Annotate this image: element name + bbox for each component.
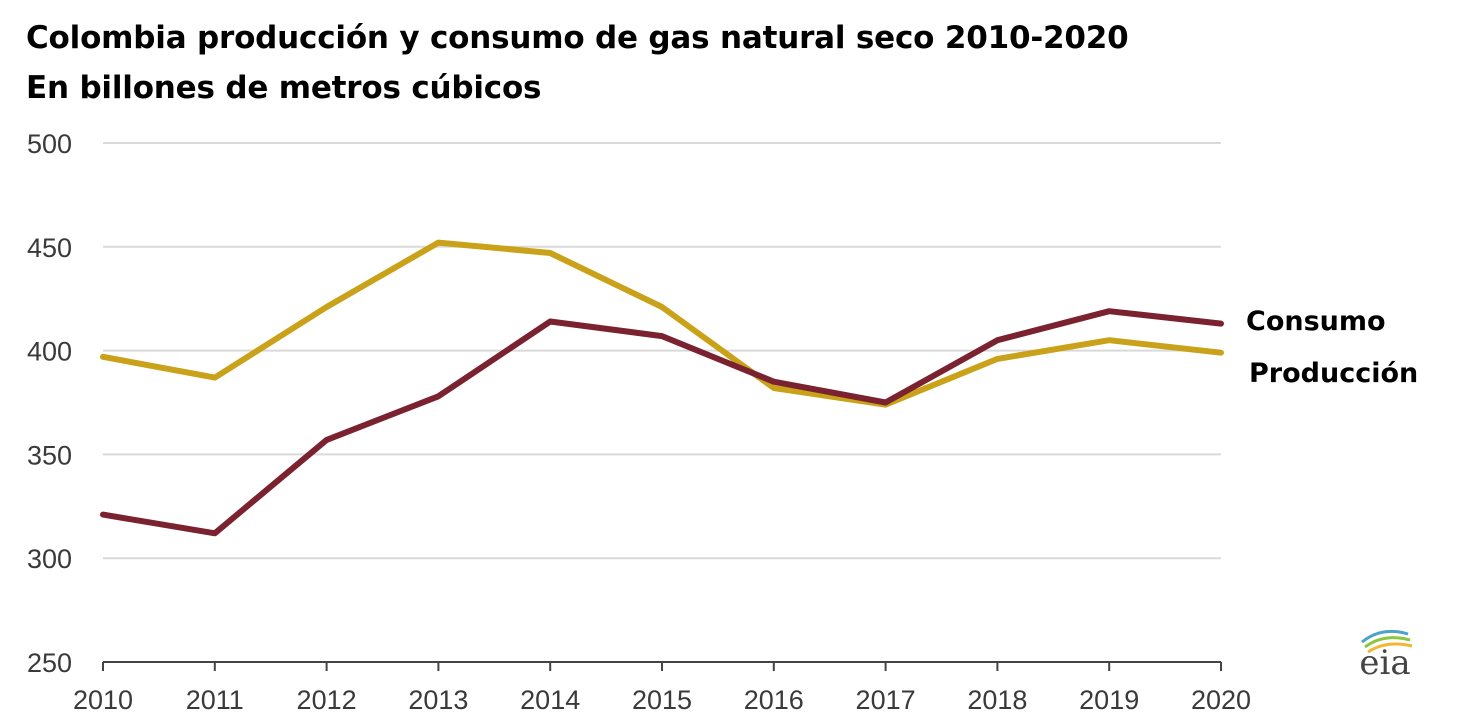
series-line-produccion — [100, 239, 1224, 408]
x-tick-label: 2011 — [186, 685, 244, 715]
x-tick-label: 2016 — [744, 685, 804, 715]
y-tick-label: 350 — [27, 440, 72, 470]
y-tick-label: 250 — [27, 648, 72, 678]
eia-logo-icon: eia — [1359, 629, 1413, 683]
y-tick-label: 450 — [27, 233, 72, 263]
chart-title: Colombia producción y consumo de gas nat… — [26, 20, 1129, 56]
y-axis-ticks: 250 300 350 400 450 500 — [27, 129, 72, 678]
x-tick-label: 2017 — [856, 685, 916, 715]
series-lines — [100, 239, 1224, 537]
x-tick-label: 2015 — [632, 685, 692, 715]
series-label-consumo: Consumo — [1246, 306, 1386, 337]
x-tick-label: 2019 — [1079, 685, 1139, 715]
x-tick-label: 2020 — [1191, 685, 1251, 715]
series-label-produccion: Producción — [1249, 358, 1418, 389]
y-tick-label: 300 — [27, 544, 72, 574]
x-tick-label: 2013 — [408, 685, 468, 715]
chart-subtitle: En billones de metros cúbicos — [26, 70, 542, 106]
y-tick-label: 400 — [27, 337, 72, 367]
x-tick-label: 2018 — [967, 685, 1027, 715]
logo-text: eia — [1359, 643, 1410, 683]
x-tick-label: 2010 — [73, 685, 133, 715]
x-tick-label: 2012 — [297, 685, 357, 715]
y-tick-label: 500 — [27, 129, 72, 159]
series-line-consumo — [100, 308, 1224, 537]
x-axis: 2010 2011 2012 2013 2014 2015 2016 2017 2018 2019… — [73, 661, 1251, 715]
series-labels: Consumo Producción — [1246, 306, 1418, 389]
x-tick-label: 2014 — [520, 685, 580, 715]
